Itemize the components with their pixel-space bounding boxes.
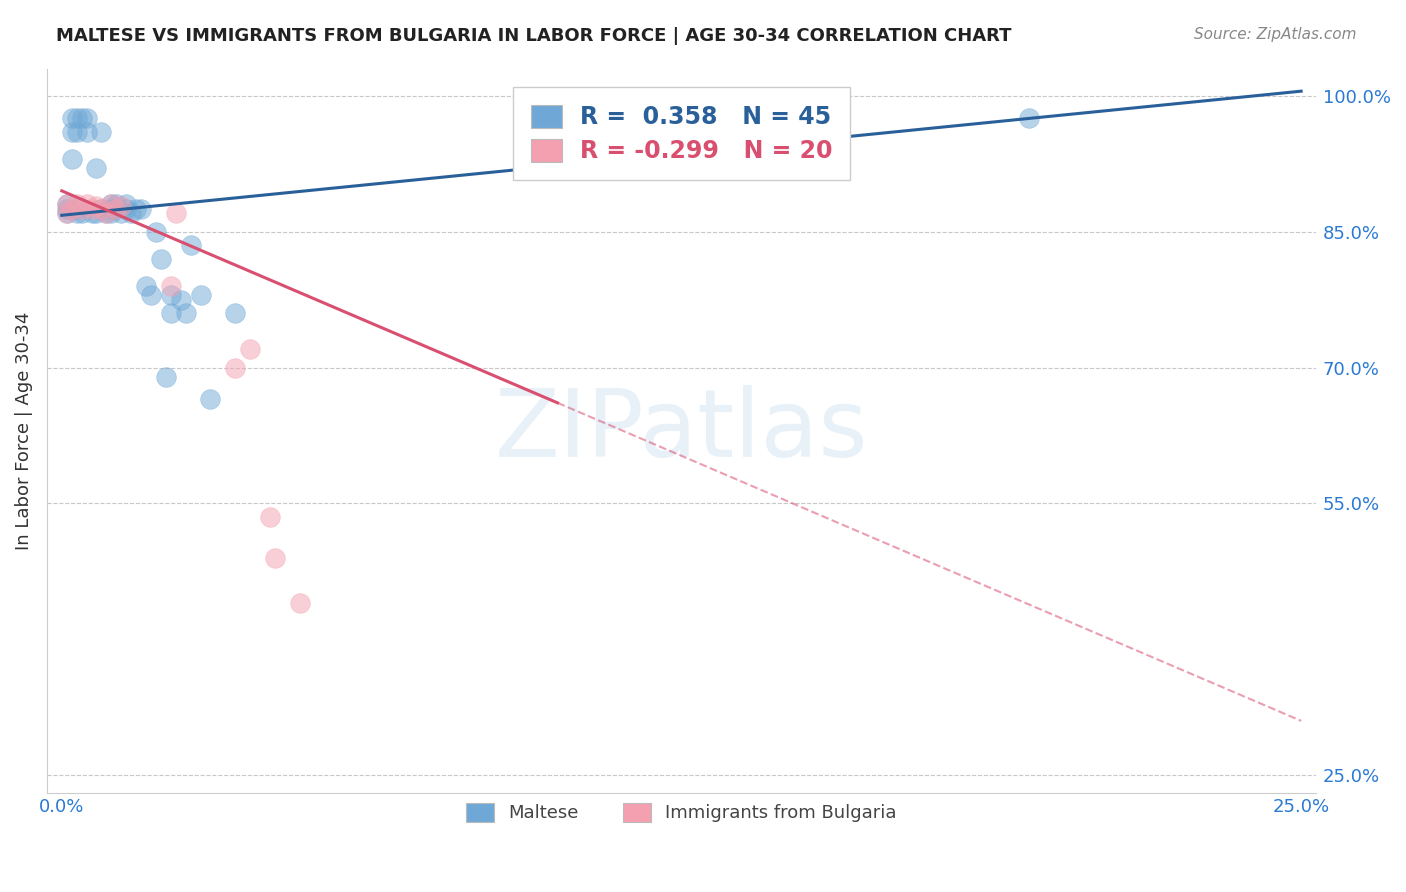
Point <box>139 288 162 302</box>
Point <box>86 206 108 220</box>
Text: ZIPatlas: ZIPatlas <box>495 385 869 477</box>
Point <box>115 197 138 211</box>
Point <box>70 206 93 220</box>
Point <box>55 197 77 211</box>
Point <box>100 206 122 220</box>
Point <box>66 197 89 211</box>
Point <box>80 202 103 216</box>
Point <box>239 343 262 357</box>
Point <box>160 306 183 320</box>
Point <box>55 197 77 211</box>
Point <box>90 202 112 216</box>
Point <box>76 197 98 211</box>
Point <box>190 288 212 302</box>
Point <box>55 206 77 220</box>
Point <box>80 206 103 220</box>
Point <box>259 510 281 524</box>
Point <box>165 206 187 220</box>
Point <box>200 392 222 407</box>
Point <box>160 279 183 293</box>
Point <box>174 306 197 320</box>
Point <box>60 112 83 126</box>
Point <box>86 199 108 213</box>
Point <box>105 202 128 216</box>
Point <box>120 206 142 220</box>
Point <box>100 197 122 211</box>
Point <box>149 252 172 266</box>
Point <box>90 125 112 139</box>
Point <box>110 199 132 213</box>
Point <box>66 125 89 139</box>
Point <box>125 202 148 216</box>
Point <box>100 197 122 211</box>
Text: Source: ZipAtlas.com: Source: ZipAtlas.com <box>1194 27 1357 42</box>
Point <box>160 288 183 302</box>
Point <box>55 206 77 220</box>
Point <box>224 360 246 375</box>
Point <box>264 550 287 565</box>
Point <box>70 112 93 126</box>
Point <box>100 202 122 216</box>
Point <box>110 206 132 220</box>
Point <box>86 161 108 176</box>
Point <box>115 202 138 216</box>
Point <box>1018 112 1040 126</box>
Point <box>288 596 311 610</box>
Y-axis label: In Labor Force | Age 30-34: In Labor Force | Age 30-34 <box>15 311 32 550</box>
Point <box>66 202 89 216</box>
Point <box>76 125 98 139</box>
Legend: Maltese, Immigrants from Bulgaria: Maltese, Immigrants from Bulgaria <box>454 790 910 835</box>
Point <box>180 238 202 252</box>
Point <box>135 279 157 293</box>
Point <box>224 306 246 320</box>
Point <box>60 125 83 139</box>
Point <box>145 225 167 239</box>
Point <box>105 197 128 211</box>
Point <box>90 202 112 216</box>
Point <box>60 202 83 216</box>
Point <box>155 369 177 384</box>
Point <box>60 152 83 166</box>
Point <box>76 112 98 126</box>
Point <box>170 293 193 307</box>
Point <box>70 202 93 216</box>
Point <box>129 202 152 216</box>
Point <box>66 112 89 126</box>
Point <box>66 206 89 220</box>
Point <box>55 202 77 216</box>
Point <box>105 202 128 216</box>
Point <box>96 206 118 220</box>
Point <box>96 206 118 220</box>
Text: MALTESE VS IMMIGRANTS FROM BULGARIA IN LABOR FORCE | AGE 30-34 CORRELATION CHART: MALTESE VS IMMIGRANTS FROM BULGARIA IN L… <box>56 27 1012 45</box>
